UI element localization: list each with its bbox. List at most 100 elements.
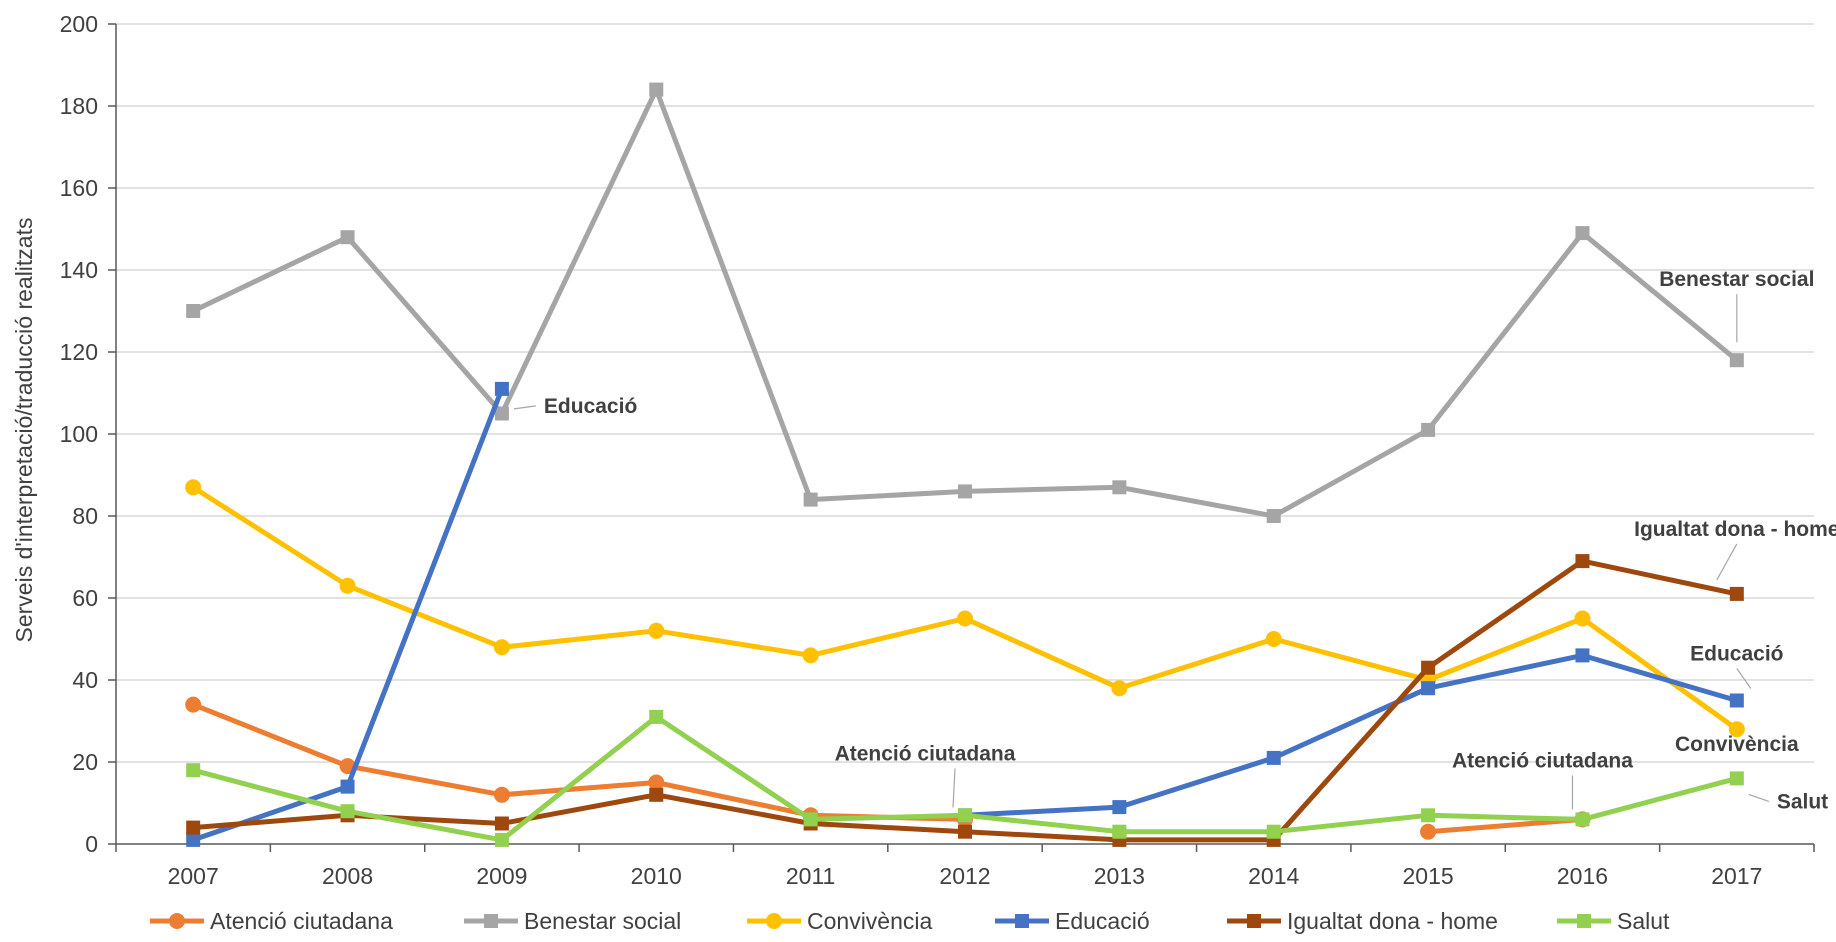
- data-point: [1111, 680, 1128, 697]
- data-point: [1266, 509, 1281, 523]
- legend-swatch-marker: [1015, 914, 1029, 928]
- annotation-salut: Salut: [1748, 790, 1828, 813]
- data-point: [1729, 586, 1744, 601]
- annotation-convivencia: Convivència: [1675, 733, 1799, 756]
- data-point: [958, 824, 972, 839]
- data-point: [1266, 824, 1281, 839]
- legend-item-educacio: Educació: [995, 908, 1150, 934]
- legend-label: Educació: [1055, 908, 1150, 934]
- annotation-leader: [1748, 793, 1770, 802]
- annotation-label: Educació: [1690, 643, 1783, 666]
- data-point: [185, 696, 202, 713]
- series-line: [190, 87, 1740, 519]
- annotation-label: Educació: [544, 395, 637, 418]
- annotation-leader: [513, 405, 536, 410]
- data-point: [1112, 480, 1127, 495]
- legend-item-salut: Salut: [1557, 908, 1670, 934]
- data-point: [186, 832, 201, 847]
- series-line: [190, 558, 1740, 843]
- data-point: [1575, 812, 1590, 827]
- legend-label: Salut: [1617, 908, 1670, 934]
- data-point: [493, 639, 510, 656]
- data-point: [494, 832, 509, 847]
- x-tick-label: 2008: [322, 863, 373, 889]
- data-point: [1421, 808, 1436, 823]
- legend-label: Igualtat dona - home: [1287, 908, 1498, 934]
- series-lines: [185, 82, 1745, 847]
- series-salut: [186, 709, 1744, 847]
- axes: 0 20 40 60 80 100 120 140 160 180 200 2007 2008 2009 2…: [60, 11, 1815, 889]
- data-point: [494, 816, 509, 831]
- data-point: [340, 230, 355, 245]
- y-axis-title: Serveis d'interpretació/traducció realit…: [11, 218, 37, 643]
- y-tick-label: 20: [72, 749, 98, 775]
- data-point: [1575, 554, 1590, 569]
- y-tick-label: 60: [72, 585, 98, 611]
- series-line: [962, 652, 1740, 818]
- data-point: [186, 820, 201, 835]
- annotation-benestar-social: Benestar social: [1659, 268, 1814, 343]
- data-point: [1421, 660, 1436, 675]
- y-tick-label: 40: [72, 667, 98, 693]
- data-point: [186, 763, 201, 778]
- y-tick-label: 140: [60, 257, 98, 283]
- annotation-label: Benestar social: [1659, 268, 1814, 291]
- x-tick-label: 2016: [1557, 863, 1608, 889]
- annotations: Educació Benestar social Igualtat dona - h…: [513, 268, 1836, 813]
- y-tick-label: 200: [60, 11, 98, 37]
- x-tick-label: 2015: [1403, 863, 1454, 889]
- legend-item-igualtat-dona-home: Igualtat dona - home: [1227, 908, 1498, 934]
- annotation-label: Atenció ciutadana: [835, 742, 1016, 765]
- x-tick-label: 2010: [631, 863, 682, 889]
- data-point: [1265, 631, 1282, 647]
- y-tick-label: 100: [60, 421, 98, 447]
- data-point: [340, 804, 355, 819]
- data-point: [186, 304, 201, 318]
- annotation-igualtat-dona-home: Igualtat dona - home: [1634, 518, 1836, 581]
- annotation-label: Igualtat dona - home: [1634, 518, 1836, 541]
- legend-swatch-marker: [484, 914, 498, 928]
- data-point: [803, 492, 818, 507]
- data-point: [958, 484, 972, 499]
- legend-swatch-marker: [1247, 914, 1261, 928]
- x-tick-label: 2011: [786, 863, 835, 889]
- legend-item-benestar-social: Benestar social: [464, 908, 681, 934]
- legend-swatch-marker: [169, 913, 185, 929]
- y-tick-label: 160: [60, 175, 98, 201]
- legend-swatch-marker: [1577, 914, 1591, 928]
- data-point: [1421, 681, 1436, 696]
- legend: Atenció ciutadana Benestar social Convivèn…: [150, 908, 1670, 934]
- series-convivencia: [185, 479, 1745, 738]
- data-point: [649, 709, 664, 724]
- series-line: [1425, 816, 1585, 835]
- y-tick-label: 0: [85, 831, 98, 857]
- x-tick-label: 2007: [168, 863, 219, 889]
- annotation-leader: [1736, 668, 1752, 689]
- annotation-educacio: Educació: [1690, 643, 1784, 689]
- annotation-leader: [1716, 543, 1738, 581]
- data-point: [1266, 750, 1281, 765]
- data-point: [1112, 824, 1127, 839]
- legend-label: Benestar social: [524, 908, 681, 934]
- annotation-label: Atenció ciutadana: [1452, 749, 1633, 772]
- data-point: [648, 622, 665, 639]
- data-point: [649, 787, 664, 802]
- annotation-educacio: Educació: [513, 395, 637, 418]
- data-point: [1729, 693, 1744, 708]
- data-point: [339, 577, 356, 594]
- legend-label: Atenció ciutadana: [210, 908, 393, 934]
- data-point: [185, 479, 202, 496]
- annotation-leader: [952, 768, 956, 808]
- x-tick-label: 2017: [1711, 863, 1762, 889]
- y-tick-label: 120: [60, 339, 98, 365]
- data-point: [1575, 648, 1590, 663]
- data-point: [957, 610, 973, 627]
- data-point: [1421, 422, 1436, 437]
- legend-item-atencio-ciutadana: Atenció ciutadana: [150, 908, 393, 934]
- data-point: [648, 774, 665, 791]
- legend-swatch-marker: [766, 913, 782, 929]
- data-point: [493, 786, 510, 803]
- data-point: [1575, 226, 1590, 241]
- data-point: [494, 406, 509, 421]
- annotation-atencio-ciutadana: Atenció ciutadana: [835, 742, 1016, 808]
